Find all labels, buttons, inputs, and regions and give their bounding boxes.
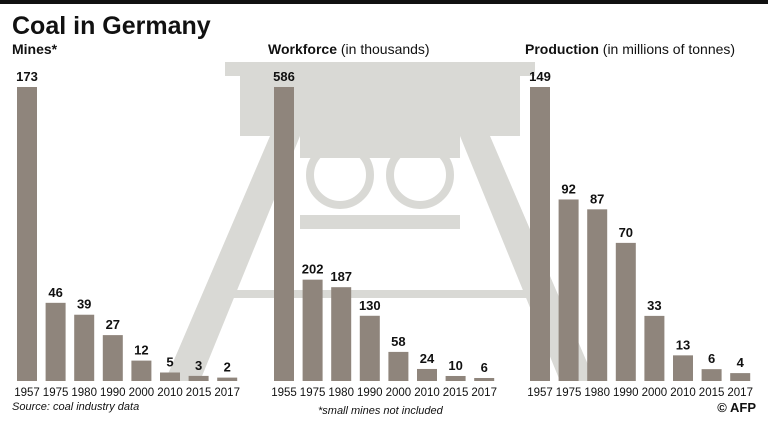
main-title: Coal in Germany (12, 12, 211, 40)
top-rule (0, 0, 768, 4)
credit: © AFP (717, 400, 756, 415)
bar (445, 375, 466, 381)
bar (388, 351, 409, 381)
bar (474, 377, 495, 381)
chart-title-main: Mines* (12, 41, 58, 57)
value-label: 87 (590, 191, 604, 206)
bar (558, 199, 579, 381)
bar (730, 373, 751, 381)
value-label: 4 (737, 355, 745, 370)
value-label: 149 (529, 69, 551, 84)
bar (417, 368, 437, 381)
bar (530, 87, 550, 381)
bar (302, 279, 323, 381)
x-tick-label: 1975 (43, 387, 69, 399)
x-tick-label: 2015 (443, 387, 469, 399)
x-tick-label: 1990 (613, 387, 639, 399)
source: Source: coal industry data (12, 401, 139, 413)
bar (615, 242, 636, 381)
bar (587, 209, 608, 381)
value-label: 92 (561, 181, 575, 196)
x-tick-label: 1975 (300, 387, 326, 399)
x-tick-label: 1980 (71, 387, 97, 399)
value-label: 3 (195, 358, 202, 373)
x-tick-label: 2010 (157, 387, 183, 399)
x-tick-label: 2017 (214, 387, 240, 399)
value-label: 130 (359, 298, 381, 313)
x-tick-label: 2015 (699, 387, 725, 399)
value-label: 5 (166, 355, 173, 370)
bar (131, 360, 152, 381)
value-label: 10 (448, 358, 462, 373)
x-tick-label: 2010 (414, 387, 440, 399)
chart-subtitle: (in millions of tonnes) (603, 41, 735, 57)
value-label: 173 (16, 69, 38, 84)
chart-title-main: Workforce (268, 41, 337, 57)
chart-title: Workforce (in thousands) (268, 41, 430, 57)
x-tick-label: 2000 (129, 387, 155, 399)
bar (188, 375, 209, 381)
bar (701, 369, 722, 381)
value-label: 33 (647, 298, 661, 313)
bar (673, 355, 693, 381)
value-label: 58 (391, 334, 405, 349)
x-tick-label: 2000 (386, 387, 412, 399)
value-label: 586 (273, 69, 295, 84)
x-tick-label: 1955 (271, 387, 297, 399)
value-label: 70 (619, 225, 633, 240)
bar (45, 302, 66, 381)
chart-title-main: Production (525, 41, 599, 57)
value-label: 2 (224, 360, 231, 375)
chart-title: Production (in millions of tonnes) (525, 41, 735, 57)
x-tick-label: 1980 (328, 387, 354, 399)
value-label: 27 (106, 317, 120, 332)
x-tick-label: 1957 (14, 387, 40, 399)
x-tick-label: 2010 (670, 387, 696, 399)
value-label: 46 (48, 285, 62, 300)
x-tick-label: 1990 (100, 387, 126, 399)
footnote: *small mines not included (318, 405, 444, 417)
bar (74, 314, 95, 381)
x-tick-label: 2017 (471, 387, 497, 399)
x-tick-label: 2017 (727, 387, 753, 399)
chart-subtitle: (in thousands) (341, 41, 430, 57)
bar (331, 287, 352, 381)
value-label: 12 (134, 343, 148, 358)
bar (217, 377, 238, 381)
value-label: 39 (77, 297, 91, 312)
x-tick-label: 1957 (527, 387, 553, 399)
value-label: 187 (330, 269, 352, 284)
value-label: 6 (708, 351, 715, 366)
x-tick-label: 1980 (584, 387, 610, 399)
x-tick-label: 2015 (186, 387, 212, 399)
value-label: 24 (420, 351, 435, 366)
bar (359, 315, 380, 381)
chart-title: Mines* (12, 41, 58, 57)
value-label: 202 (302, 262, 324, 277)
bar (274, 87, 294, 381)
bar (17, 87, 37, 381)
bar (160, 372, 180, 381)
x-tick-label: 1975 (556, 387, 582, 399)
x-tick-label: 2000 (642, 387, 668, 399)
value-label: 6 (481, 360, 488, 375)
bar (644, 315, 665, 381)
x-tick-label: 1990 (357, 387, 383, 399)
bar (102, 335, 123, 381)
value-label: 13 (676, 337, 690, 352)
